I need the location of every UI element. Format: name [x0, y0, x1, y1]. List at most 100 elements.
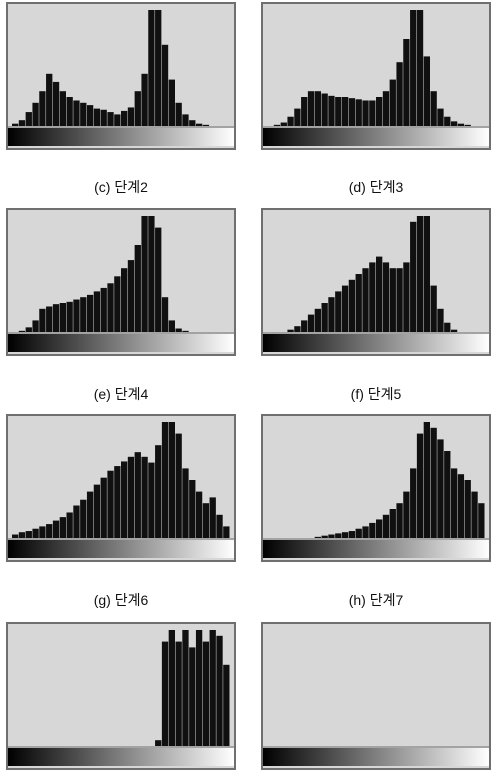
- caption-f: (f) 단계5: [350, 386, 402, 402]
- histogram-bar: [416, 10, 424, 126]
- histogram-bar: [450, 329, 458, 332]
- histogram-bar: [382, 262, 390, 332]
- histogram-bar: [457, 474, 465, 538]
- histogram-bar: [471, 491, 478, 538]
- histogram-bar: [223, 526, 230, 538]
- intensity-gradient-bar: [263, 334, 489, 352]
- histogram-chart-5: [8, 416, 234, 558]
- histogram-bar: [107, 112, 114, 126]
- histogram-bar: [430, 285, 437, 332]
- histogram-bar: [114, 114, 121, 126]
- histogram-bar: [437, 439, 444, 538]
- histogram-bar: [25, 112, 32, 126]
- histogram-bar: [362, 100, 369, 126]
- histogram-bar: [93, 108, 101, 126]
- histogram-panel-5: [6, 414, 236, 562]
- histogram-bar: [189, 647, 196, 746]
- histogram-bar: [307, 91, 315, 126]
- histogram-bar: [341, 97, 349, 126]
- histogram-bar: [46, 73, 53, 126]
- histogram-bar: [314, 91, 321, 126]
- histogram-bar: [93, 291, 101, 332]
- histogram-bar: [59, 91, 66, 126]
- histogram-bar: [382, 514, 390, 538]
- histogram-bar: [450, 121, 458, 126]
- histogram-bar: [195, 630, 203, 746]
- histogram-bar: [376, 97, 383, 126]
- histogram-chart-1: [8, 4, 234, 146]
- intensity-gradient-bar: [8, 334, 234, 352]
- histogram-bar: [59, 303, 66, 332]
- histogram-bar: [335, 291, 342, 332]
- histogram-bar: [294, 326, 301, 332]
- histogram-bar: [280, 122, 287, 126]
- histogram-bar: [52, 520, 60, 538]
- plot-background: [263, 624, 489, 748]
- histogram-bar: [73, 100, 80, 126]
- histogram-bar: [389, 268, 396, 332]
- histogram-bar: [161, 422, 169, 538]
- histogram-bar: [301, 97, 308, 126]
- histogram-bar: [403, 39, 410, 126]
- histogram-panel-1: [6, 2, 236, 150]
- histogram-bar: [423, 216, 430, 332]
- histogram-bar: [423, 422, 430, 538]
- histogram-bar: [100, 287, 107, 332]
- histogram-panel-4: [261, 208, 491, 356]
- histogram-bar: [335, 97, 342, 126]
- histogram-bar: [66, 301, 73, 332]
- histogram-chart-4: [263, 210, 489, 352]
- histogram-bar: [114, 276, 121, 332]
- histogram-bar: [59, 517, 66, 538]
- histogram-bar: [39, 91, 46, 126]
- histogram-bar: [114, 466, 121, 538]
- histogram-bar: [175, 102, 182, 126]
- histogram-bar: [478, 503, 485, 538]
- histogram-bar: [328, 297, 335, 332]
- caption-g: (g) 단계6: [93, 592, 149, 608]
- histogram-bar: [403, 262, 410, 332]
- histogram-bar: [209, 497, 216, 538]
- histogram-bar: [328, 534, 335, 538]
- histogram-bar: [403, 491, 410, 538]
- histogram-bar: [348, 279, 356, 332]
- intensity-gradient-bar: [8, 128, 234, 146]
- histogram-chart-8: [263, 624, 489, 766]
- histogram-bar: [444, 322, 451, 332]
- histogram-bar: [396, 62, 403, 126]
- histogram-bar: [287, 329, 294, 332]
- histogram-bar: [175, 641, 182, 746]
- histogram-bar: [195, 491, 203, 538]
- histogram-bar: [46, 306, 53, 332]
- histogram-bar: [362, 526, 369, 538]
- caption-e: (e) 단계4: [93, 386, 149, 402]
- histogram-bar: [52, 304, 60, 332]
- histogram-bar: [362, 268, 369, 332]
- intensity-gradient-bar: [263, 748, 489, 766]
- histogram-bar: [155, 445, 162, 538]
- histogram-bar: [209, 630, 216, 746]
- histogram-bar: [121, 110, 128, 126]
- histogram-bar: [161, 44, 169, 126]
- caption-h: (h) 단계7: [348, 592, 404, 608]
- histogram-bar: [39, 526, 46, 538]
- histogram-bar: [134, 91, 141, 126]
- histogram-bar: [348, 98, 356, 126]
- histogram-bar: [168, 630, 175, 746]
- histogram-bar: [328, 95, 335, 126]
- histogram-bar: [12, 534, 19, 538]
- histogram-bar: [141, 456, 148, 538]
- histogram-bar: [80, 499, 87, 538]
- histogram-bar: [121, 268, 128, 332]
- histogram-bar: [155, 227, 162, 332]
- histogram-bar: [464, 480, 471, 538]
- histogram-bar: [216, 514, 223, 538]
- intensity-gradient-bar: [263, 540, 489, 558]
- histogram-bar: [335, 533, 342, 538]
- histogram-chart-3: [8, 210, 234, 352]
- histogram-bar: [396, 268, 403, 332]
- histogram-bar: [202, 124, 210, 126]
- histogram-bar: [86, 491, 94, 538]
- histogram-bar: [202, 641, 210, 746]
- histogram-bar: [348, 531, 356, 538]
